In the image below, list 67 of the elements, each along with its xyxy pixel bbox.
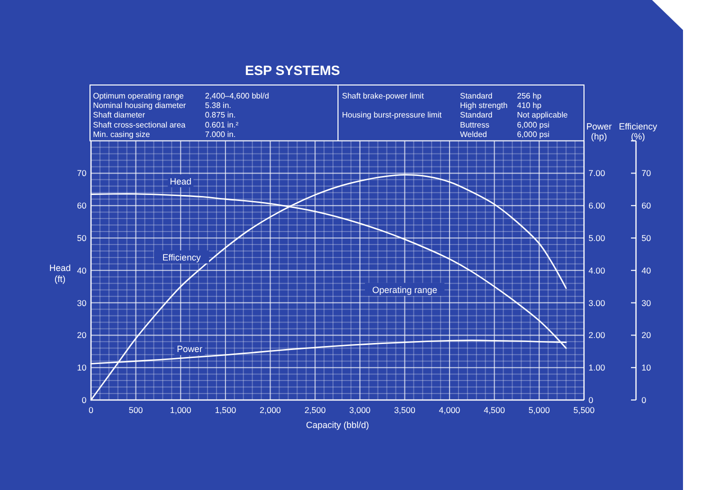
text: Welded bbox=[460, 130, 487, 139]
y3-tick-label: 30 bbox=[642, 298, 652, 308]
y2-tick-label: 1.00 bbox=[588, 362, 606, 373]
y3-tick-label: 60 bbox=[642, 200, 652, 211]
annotation: Operating range bbox=[372, 284, 438, 295]
y-tick-label: 0 bbox=[82, 395, 87, 405]
y3-tick-label: 50 bbox=[642, 233, 652, 243]
x-tick-label: 2,500 bbox=[304, 405, 326, 415]
text: Min. casing size bbox=[93, 130, 150, 139]
y2-tick-label: 7.00 bbox=[588, 168, 606, 178]
y-axis-title: Head (ft) bbox=[49, 263, 71, 284]
x-tick-label: 500 bbox=[128, 405, 144, 415]
x-tick-label: 1,000 bbox=[170, 405, 192, 415]
y2-axis-title: Power (hp) bbox=[586, 122, 612, 142]
y3-axis-title: Efficiency (%) bbox=[618, 122, 658, 142]
text: 2,400–4,600 bbl/d bbox=[205, 92, 270, 100]
y3-tick-label: 40 bbox=[642, 265, 652, 276]
x-tick-label: 5,000 bbox=[528, 405, 550, 415]
y2-tick-label: 2.00 bbox=[588, 330, 606, 340]
text: 5.38 in. bbox=[205, 101, 232, 110]
text: Optimum operating range bbox=[93, 92, 184, 100]
text: Not applicable bbox=[517, 110, 568, 120]
y-tick-label: 20 bbox=[77, 330, 87, 340]
text: 7.000 in. bbox=[205, 130, 236, 139]
text: Standard bbox=[460, 92, 492, 100]
series-label: Power bbox=[176, 344, 202, 354]
text: 6,000 psi bbox=[517, 120, 550, 130]
y2-tick-label: 3.00 bbox=[588, 298, 606, 308]
y-tick-label: 50 bbox=[77, 233, 87, 243]
text: Shaft cross-sectional area bbox=[93, 120, 186, 130]
x-tick-label: 4,500 bbox=[484, 405, 506, 415]
y2-tick-label: 0 bbox=[588, 395, 594, 405]
y3-tick-label: 10 bbox=[642, 362, 652, 373]
series-label: Head bbox=[170, 176, 192, 186]
x-tick-label: 3,500 bbox=[394, 405, 416, 415]
y2-tick-label: 5.00 bbox=[588, 233, 606, 243]
x-tick-label: 4,000 bbox=[438, 405, 460, 415]
y-tick-label: 60 bbox=[77, 200, 87, 211]
chart-title: ESP SYSTEMS bbox=[245, 63, 340, 78]
x-axis-title: Capacity (bbl/d) bbox=[306, 420, 370, 430]
text: Housing burst-pressure limit bbox=[342, 110, 442, 120]
text: Shaft diameter bbox=[93, 110, 146, 120]
x-tick-label: 3,000 bbox=[349, 405, 371, 415]
x-tick-label: 0 bbox=[88, 405, 94, 415]
y-tick-label: 10 bbox=[77, 362, 87, 373]
y2-tick-label: 4.00 bbox=[588, 265, 606, 276]
text: Standard bbox=[460, 110, 492, 120]
y3-tick-label: 20 bbox=[642, 330, 652, 340]
y2-tick-label: 6.00 bbox=[588, 200, 606, 211]
x-tick-label: 5,500 bbox=[573, 405, 595, 415]
text: 256 hp bbox=[517, 92, 542, 100]
y-tick-label: 30 bbox=[77, 298, 87, 308]
text: 0.601 in.² bbox=[205, 120, 239, 130]
y-tick-label: 70 bbox=[77, 168, 87, 178]
text: 0.875 in. bbox=[205, 110, 236, 120]
y-tick-label: 40 bbox=[77, 265, 87, 276]
text: Buttress bbox=[460, 120, 490, 130]
series-label: Efficiency bbox=[162, 252, 202, 262]
y3-tick-label: 0 bbox=[642, 395, 646, 405]
x-tick-label: 1,500 bbox=[214, 405, 236, 415]
x-tick-label: 2,000 bbox=[260, 405, 282, 415]
text: Shaft brake-power limit bbox=[342, 92, 425, 100]
text: Nominal housing diameter bbox=[93, 101, 186, 110]
text: 6,000 psi bbox=[517, 130, 550, 139]
text: High strength bbox=[460, 101, 508, 110]
y3-tick-label: 70 bbox=[642, 168, 652, 178]
text: 410 hp bbox=[517, 101, 542, 110]
